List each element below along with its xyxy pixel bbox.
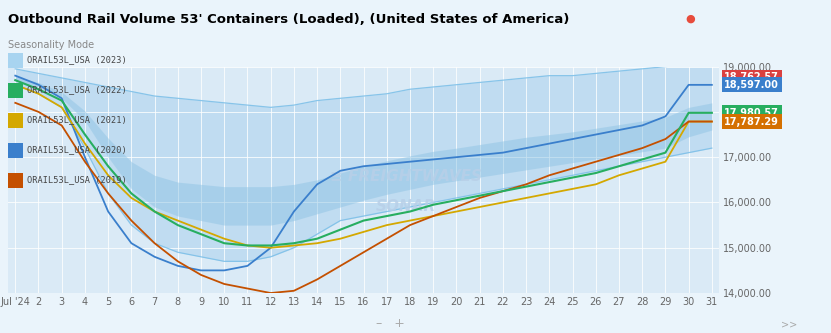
- Text: >>: >>: [781, 320, 798, 330]
- Text: ORAIL53L_USA (2021): ORAIL53L_USA (2021): [27, 115, 126, 125]
- Text: 17,980.57: 17,980.57: [725, 108, 779, 118]
- Text: Seasonality Mode: Seasonality Mode: [8, 40, 95, 50]
- Text: ●: ●: [686, 13, 696, 23]
- Text: 18,597.00: 18,597.00: [725, 80, 779, 90]
- Text: ORAIL53L_USA (2022): ORAIL53L_USA (2022): [27, 85, 126, 95]
- Text: ORAIL53L_USA (2023): ORAIL53L_USA (2023): [27, 55, 126, 65]
- Text: 17,787.29: 17,787.29: [725, 117, 779, 127]
- Text: Outbound Rail Volume 53' Containers (Loaded), (United States of America): Outbound Rail Volume 53' Containers (Loa…: [8, 13, 570, 26]
- Text: SONAR: SONAR: [376, 199, 436, 214]
- Text: ≡ FREIGHTWAVES: ≡ FREIGHTWAVES: [330, 169, 482, 184]
- Text: 18,762.57: 18,762.57: [725, 72, 779, 82]
- Text: ORAIL53L_USA (2020): ORAIL53L_USA (2020): [27, 145, 126, 155]
- Text: ORAIL53L_USA (2019): ORAIL53L_USA (2019): [27, 175, 126, 184]
- Text: –   +: – +: [376, 317, 405, 330]
